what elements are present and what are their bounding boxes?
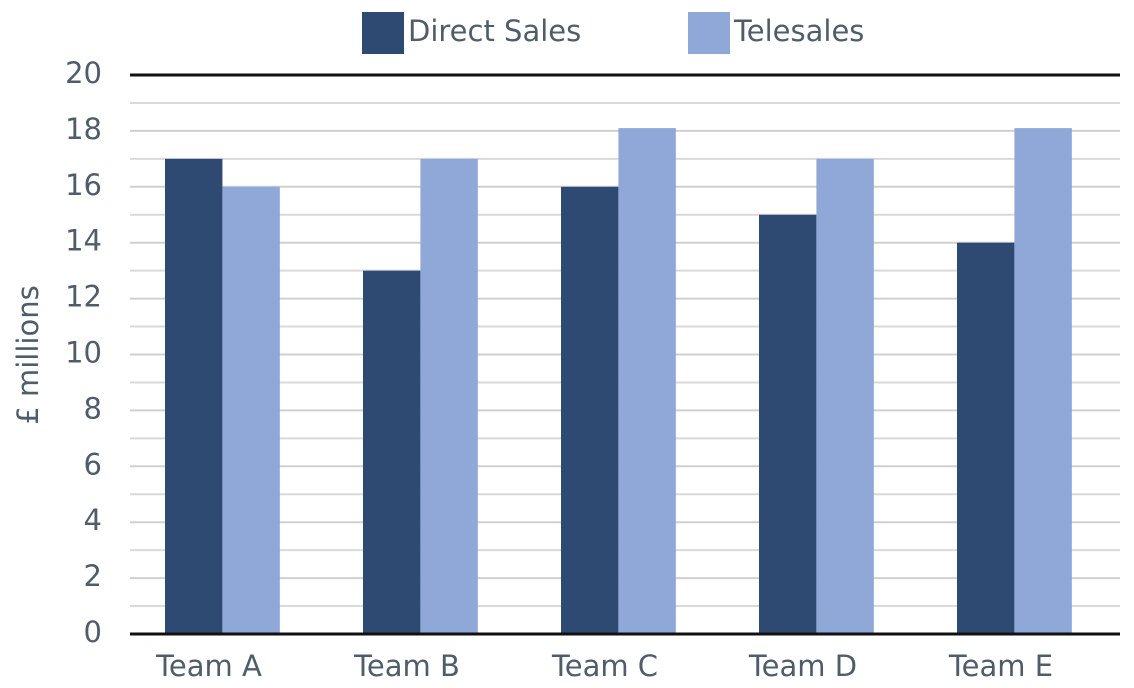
y-tick-label: 6 bbox=[84, 447, 102, 481]
legend-swatch bbox=[688, 12, 730, 54]
y-tick-label: 14 bbox=[65, 224, 102, 258]
bar bbox=[165, 158, 223, 634]
bar bbox=[561, 186, 619, 635]
bar bbox=[816, 158, 874, 634]
y-axis-label: £ millions bbox=[11, 285, 45, 424]
y-tick-label: 4 bbox=[84, 503, 102, 537]
bar bbox=[363, 270, 421, 634]
x-tick-label: Team C bbox=[551, 649, 658, 683]
y-tick-label: 16 bbox=[65, 168, 102, 202]
x-tick-label: Team A bbox=[155, 649, 262, 683]
bar bbox=[222, 186, 280, 635]
x-tick-label: Team E bbox=[948, 649, 1053, 683]
y-tick-label: 0 bbox=[84, 615, 102, 649]
bar bbox=[1014, 128, 1072, 635]
y-tick-label: 2 bbox=[84, 559, 102, 593]
bar bbox=[957, 242, 1015, 634]
y-tick-label: 12 bbox=[65, 280, 102, 314]
bar bbox=[759, 214, 817, 634]
y-tick-label: 18 bbox=[65, 112, 102, 146]
x-tick-label: Team B bbox=[353, 649, 460, 683]
x-tick-label: Team D bbox=[748, 649, 857, 683]
y-tick-label: 10 bbox=[65, 336, 102, 370]
legend-swatch bbox=[362, 12, 404, 54]
y-tick-label: 8 bbox=[84, 391, 102, 425]
bar bbox=[420, 158, 478, 634]
legend-label: Telesales bbox=[733, 14, 864, 48]
legend-label: Direct Sales bbox=[408, 14, 581, 48]
y-tick-label: 20 bbox=[65, 56, 102, 90]
bar bbox=[618, 128, 676, 635]
